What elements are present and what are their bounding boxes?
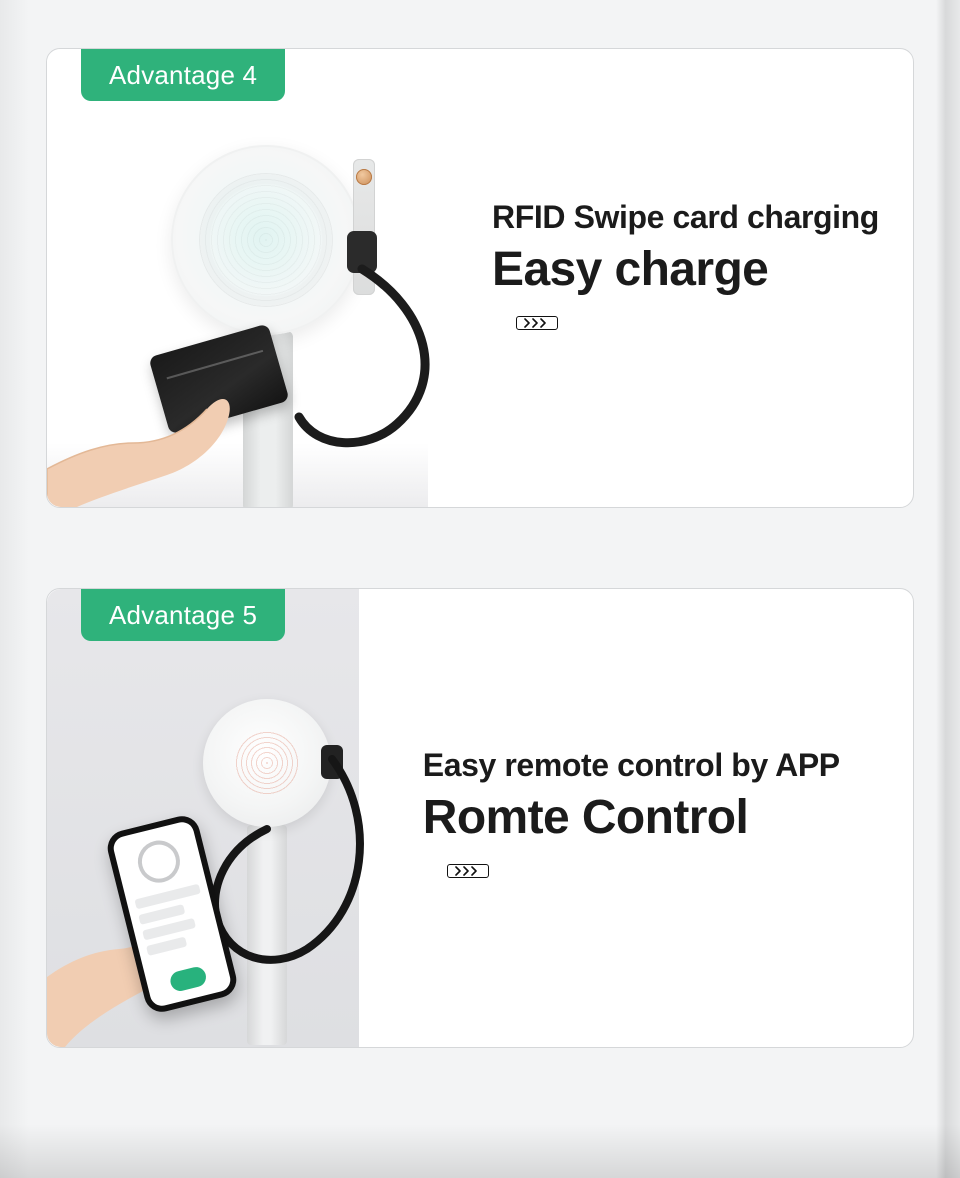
app-device-ring	[133, 836, 184, 887]
advantage-text: RFID Swipe card charging Easy charge	[428, 49, 913, 507]
phone-icon	[104, 812, 240, 1015]
charger-connector	[321, 745, 343, 779]
product-advantages-section: RFID Swipe card charging Easy charge Adv…	[0, 0, 960, 1178]
advantage-title: Easy remote control by APP	[423, 747, 889, 784]
charger-disc-pattern	[233, 729, 301, 797]
advantage-title: RFID Swipe card charging	[492, 199, 889, 236]
app-text-line	[134, 884, 200, 910]
advantage-image-app	[47, 589, 359, 1047]
advantage-image-rfid	[47, 49, 428, 507]
charger-pole	[247, 825, 287, 1045]
charger-knob	[356, 169, 372, 185]
app-text-line	[146, 937, 187, 956]
advantage-badge: Advantage 4	[81, 49, 285, 101]
card-body: Easy remote control by APP Romte Control	[47, 589, 913, 1047]
advantage-card: RFID Swipe card charging Easy charge Adv…	[46, 48, 914, 508]
page-bottom-shadow	[0, 1124, 960, 1178]
charger-connector	[347, 231, 377, 273]
advantage-headline: Easy charge	[492, 242, 889, 297]
app-primary-button	[168, 965, 209, 993]
more-arrow-icon	[447, 864, 489, 878]
more-arrow-icon	[516, 316, 558, 330]
advantage-text: Easy remote control by APP Romte Control	[359, 589, 913, 1047]
advantage-headline: Romte Control	[423, 790, 889, 845]
charger-disc-pattern	[199, 173, 333, 307]
charger-disc	[203, 699, 331, 827]
phone-screen	[111, 820, 233, 1009]
card-body: RFID Swipe card charging Easy charge	[47, 49, 913, 507]
advantage-card: Easy remote control by APP Romte Control…	[46, 588, 914, 1048]
charger-disc	[171, 145, 361, 335]
advantage-badge: Advantage 5	[81, 589, 285, 641]
